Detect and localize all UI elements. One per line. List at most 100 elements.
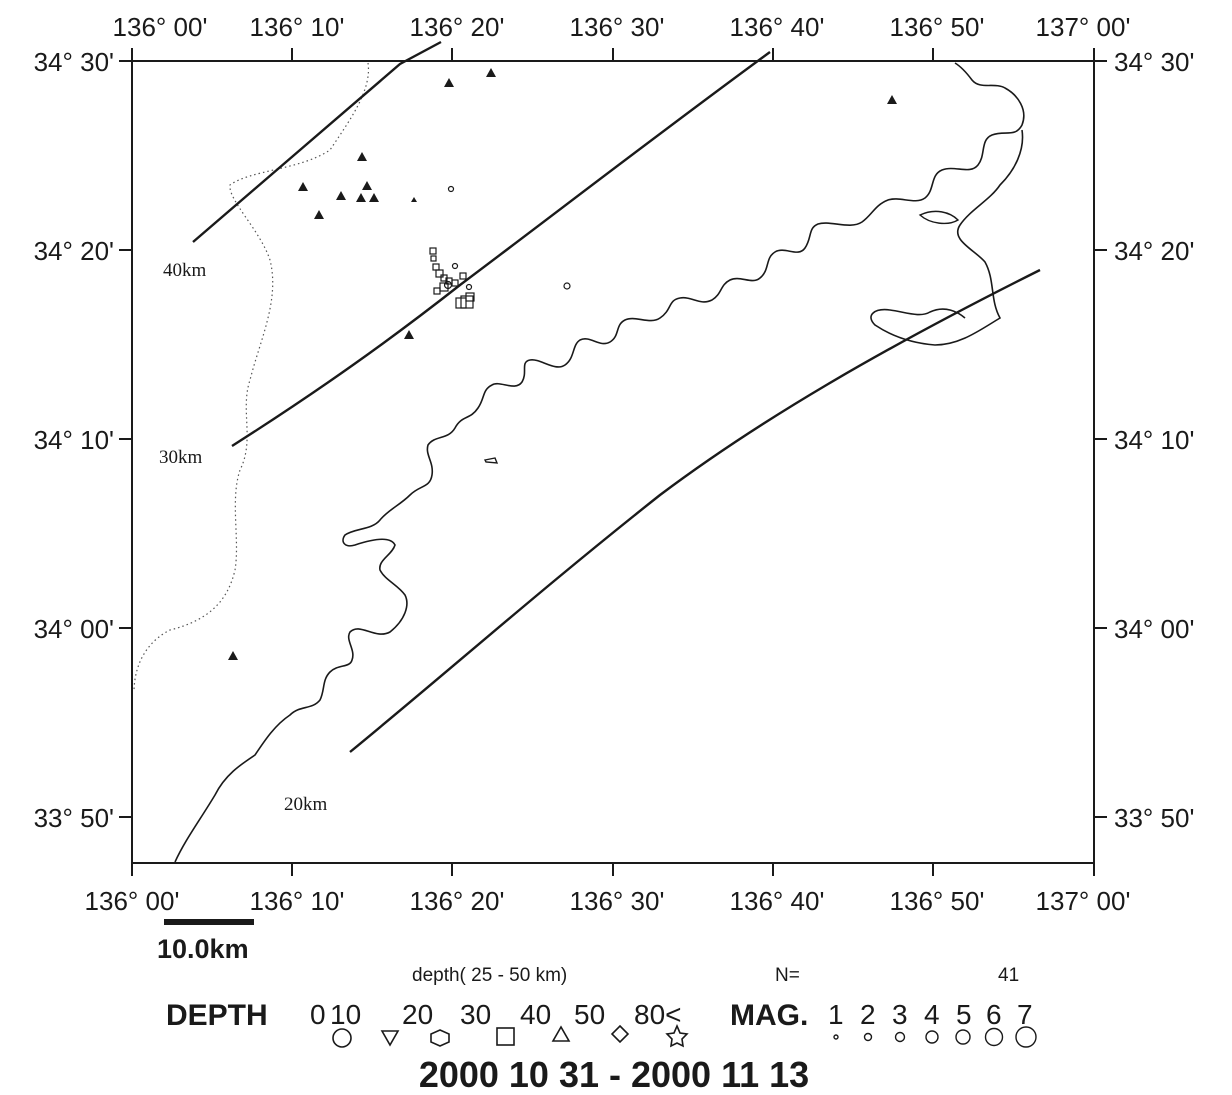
lon-label-top-4: 136° 30' xyxy=(570,12,665,42)
date-range: 2000 10 31 - 2000 11 13 xyxy=(419,1054,809,1095)
event-circle-icon xyxy=(563,282,571,290)
lon-label-bottom-1: 136° 00' xyxy=(85,886,180,916)
legend-depth-20: 20 xyxy=(402,999,433,1030)
event-triangle-icon xyxy=(444,78,454,87)
event-triangle-icon xyxy=(369,193,379,202)
coastline-islet-2 xyxy=(918,210,960,225)
lat-label-right-5: 33° 50' xyxy=(1114,803,1194,833)
lon-label-top-7: 137° 00' xyxy=(1036,12,1131,42)
event-square-icon xyxy=(451,279,459,287)
event-triangle-icon xyxy=(411,197,417,202)
lat-label-left-3: 34° 10' xyxy=(34,425,114,455)
legend-mag-symbols xyxy=(833,1026,1037,1048)
inverted-triangle-icon xyxy=(380,1030,400,1047)
event-triangle-icon xyxy=(357,152,367,161)
event-triangle-icon xyxy=(298,182,308,191)
lat-label-left-2: 34° 20' xyxy=(34,236,114,266)
event-circle-icon xyxy=(451,262,459,270)
event-square-icon xyxy=(439,282,449,292)
event-triangle-icon xyxy=(356,193,366,202)
circle-icon xyxy=(332,1028,352,1048)
legend-mag-4: 4 xyxy=(924,999,940,1030)
legend-mag-5: 5 xyxy=(956,999,972,1030)
diamond-icon xyxy=(610,1024,630,1044)
mag-7-circle-icon xyxy=(1015,1026,1037,1048)
lon-label-top-3: 136° 20' xyxy=(410,12,505,42)
mag-1-circle-icon xyxy=(833,1034,839,1040)
triangle-icon xyxy=(551,1025,571,1042)
legend-mag-title: MAG. xyxy=(730,999,808,1032)
lat-label-right-1: 34° 30' xyxy=(1114,47,1194,77)
mag-2-circle-icon xyxy=(863,1032,873,1042)
event-square-icon xyxy=(459,272,467,280)
coastline-east-peninsula xyxy=(870,129,1024,346)
event-circle-icon xyxy=(443,280,453,290)
legend-depth-50: 50 xyxy=(574,999,605,1030)
legend-n-label: N= xyxy=(775,965,800,986)
event-triangle-icon xyxy=(486,68,496,77)
coastline xyxy=(174,62,1025,863)
prefecture-boundary-dotted xyxy=(133,62,370,691)
lon-label-bottom-5: 136° 40' xyxy=(730,886,825,916)
lat-label-left-4: 34° 00' xyxy=(34,614,114,644)
legend-mag-7: 7 xyxy=(1017,999,1033,1030)
star-icon xyxy=(665,1023,689,1048)
lon-label-bottom-3: 136° 20' xyxy=(410,886,505,916)
lon-label-top-6: 136° 50' xyxy=(890,12,985,42)
lat-label-left-5: 33° 50' xyxy=(34,803,114,833)
scale-bar-label: 10.0km xyxy=(157,934,249,964)
event-square-icon xyxy=(460,295,474,309)
legend-depth-range: depth( 25 - 50 km) xyxy=(412,965,567,986)
lon-label-bottom-7: 137° 00' xyxy=(1036,886,1131,916)
contour-40km xyxy=(192,40,442,243)
lat-label-left-1: 34° 30' xyxy=(34,47,114,77)
legend-depth-10: 10 xyxy=(330,999,361,1030)
event-triangle-icon xyxy=(228,651,238,660)
event-square-icon xyxy=(432,263,440,271)
event-cluster xyxy=(429,185,571,309)
axis-ticks xyxy=(119,48,1107,876)
map-frame xyxy=(131,60,1095,864)
contour-label-40km: 40km xyxy=(163,260,207,281)
event-square-icon xyxy=(433,287,441,295)
legend-depth-30: 30 xyxy=(460,999,491,1030)
event-square-icon xyxy=(429,247,437,255)
event-square-icon xyxy=(435,269,444,278)
coastline-islet-1 xyxy=(483,457,499,464)
event-triangle-icon xyxy=(362,181,372,190)
contour-30km xyxy=(231,51,771,448)
event-triangle-icon xyxy=(887,95,897,104)
mag-6-circle-icon xyxy=(984,1027,1004,1047)
contour-label-20km: 20km xyxy=(284,794,328,815)
event-circle-icon xyxy=(447,185,455,193)
event-circle-icon xyxy=(465,283,473,291)
lat-label-right-3: 34° 10' xyxy=(1114,425,1194,455)
legend-mag-2: 2 xyxy=(860,999,876,1030)
lon-label-top-1: 136° 00' xyxy=(113,12,208,42)
square-icon xyxy=(496,1027,515,1046)
mag-3-circle-icon xyxy=(894,1031,906,1043)
legend-depth-80: 80< xyxy=(634,999,682,1030)
event-triangle-icon xyxy=(404,330,414,339)
event-triangle-icon xyxy=(314,210,324,219)
legend-depth-title: DEPTH xyxy=(166,999,268,1032)
legend-depth-symbols xyxy=(332,1023,689,1048)
event-square-icon xyxy=(430,255,437,262)
lat-label-right-4: 34° 00' xyxy=(1114,614,1194,644)
mag-4-circle-icon xyxy=(925,1030,939,1044)
lon-label-top-5: 136° 40' xyxy=(730,12,825,42)
legend-depth-40: 40 xyxy=(520,999,551,1030)
legend-mag-1: 1 xyxy=(828,999,844,1030)
lat-label-right-2: 34° 20' xyxy=(1114,236,1194,266)
mag-5-circle-icon xyxy=(955,1029,971,1045)
lon-label-bottom-6: 136° 50' xyxy=(890,886,985,916)
contour-20km xyxy=(349,268,1041,753)
legend-mag-6: 6 xyxy=(986,999,1002,1030)
event-square-icon xyxy=(465,292,475,302)
lon-label-bottom-4: 136° 30' xyxy=(570,886,665,916)
lon-label-bottom-2: 136° 10' xyxy=(250,886,345,916)
triangle-events xyxy=(228,68,897,660)
contour-label-30km: 30km xyxy=(159,447,203,468)
legend-depth-0: 0 xyxy=(310,999,326,1030)
